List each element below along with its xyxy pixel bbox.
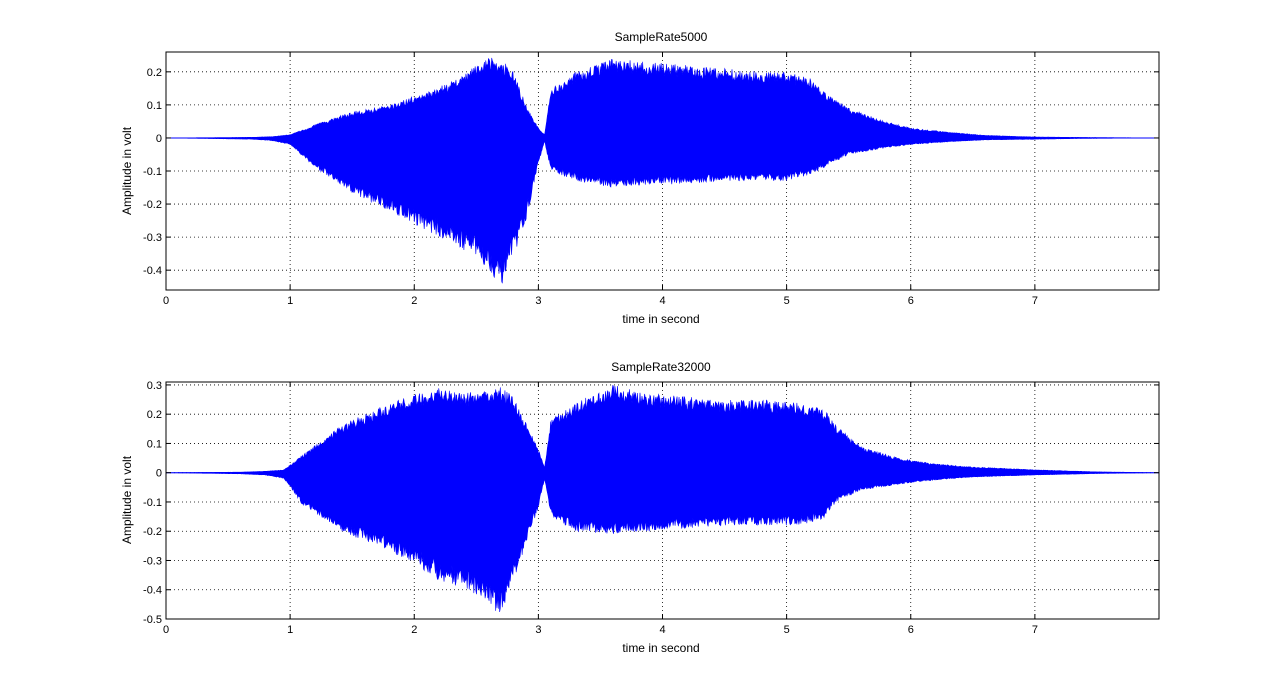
x-tick-label: 4 [659, 624, 665, 636]
x-tick-label: 5 [784, 295, 790, 307]
chart-top: SampleRate5000 0 1 2 3 4 5 6 7 0.2 0.1 0 -0.1 -0.2 -… [120, 30, 1160, 326]
y-tick-label: 0.2 [147, 409, 162, 421]
chart-bottom: SampleRate32000 0 1 2 3 4 5 6 7 0.3 0.2 0.1 0 -0.1 -… [120, 360, 1160, 655]
x-tick-label: 7 [1032, 624, 1038, 636]
y-tick-label: -0.3 [143, 232, 162, 244]
waveform-area [165, 385, 1160, 613]
x-tick-label: 0 [163, 295, 169, 307]
y-tick-label: 0.2 [147, 67, 162, 79]
x-tick-label: 3 [535, 624, 541, 636]
x-axis-label: time in second [622, 641, 699, 655]
x-tick-label: 6 [908, 624, 914, 636]
y-tick-label: -0.2 [143, 199, 162, 211]
chart-title: SampleRate5000 [615, 30, 708, 44]
x-tick-label: 2 [411, 624, 417, 636]
y-tick-label: -0.1 [143, 497, 162, 509]
x-tick-label: 2 [411, 295, 417, 307]
y-tick-label: -0.4 [143, 265, 162, 277]
x-tick-label: 6 [908, 295, 914, 307]
x-tick-label: 3 [535, 295, 541, 307]
y-tick-labels: 0.2 0.1 0 -0.1 -0.2 -0.3 -0.4 [143, 67, 162, 277]
y-axis-label: Amplitude in volt [120, 455, 134, 544]
y-tick-label: -0.1 [143, 166, 162, 178]
y-tick-labels: 0.3 0.2 0.1 0 -0.1 -0.2 -0.3 -0.4 -0.5 [143, 380, 162, 626]
chart-title: SampleRate32000 [611, 360, 711, 374]
x-axis-label: time in second [622, 312, 699, 326]
y-tick-label: -0.2 [143, 526, 162, 538]
y-tick-label: -0.5 [143, 614, 162, 626]
x-tick-label: 1 [287, 295, 293, 307]
x-tick-labels: 0 1 2 3 4 5 6 7 [163, 295, 1038, 307]
y-axis-label: Amplitude in volt [120, 126, 134, 215]
y-tick-label: -0.4 [143, 585, 162, 597]
x-tick-label: 0 [163, 624, 169, 636]
x-tick-label: 7 [1032, 295, 1038, 307]
y-tick-label: 0.1 [147, 438, 162, 450]
x-tick-label: 1 [287, 624, 293, 636]
y-tick-label: 0.1 [147, 100, 162, 112]
y-tick-label: 0.3 [147, 380, 162, 392]
x-tick-label: 4 [659, 295, 665, 307]
tick-marks [165, 382, 1159, 620]
y-tick-label: -0.3 [143, 555, 162, 567]
y-tick-label: 0 [156, 468, 162, 480]
waveform [165, 385, 1160, 613]
x-tick-labels: 0 1 2 3 4 5 6 7 [163, 624, 1038, 636]
x-tick-label: 5 [784, 624, 790, 636]
y-tick-label: 0 [156, 133, 162, 145]
tick-marks [165, 52, 1159, 290]
